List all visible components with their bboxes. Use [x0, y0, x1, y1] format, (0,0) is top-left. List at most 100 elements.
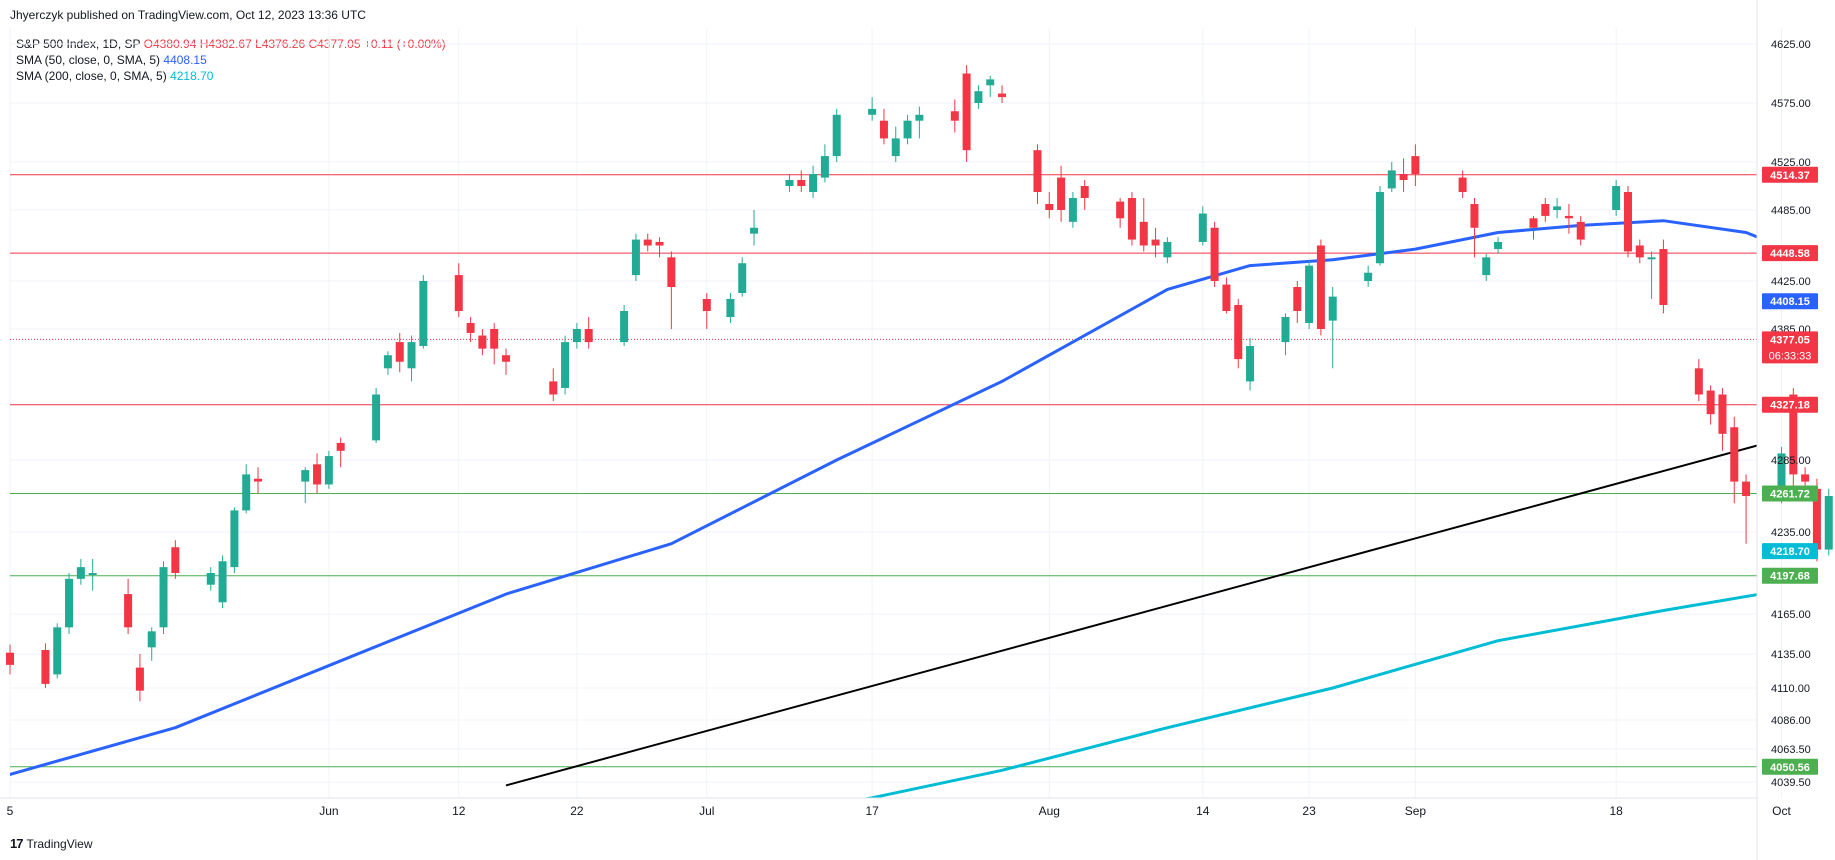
candle[interactable] [797, 170, 806, 192]
candle[interactable] [868, 97, 877, 121]
candle[interactable] [998, 85, 1007, 103]
candle[interactable] [76, 558, 85, 585]
trend-line[interactable] [505, 327, 1835, 787]
candle[interactable] [336, 437, 345, 468]
candle[interactable] [159, 561, 168, 634]
sma50-line[interactable] [10, 219, 1835, 776]
candle[interactable] [1080, 180, 1089, 210]
candle[interactable] [490, 323, 499, 365]
candle[interactable] [124, 578, 133, 634]
sma200-line[interactable] [707, 551, 1835, 825]
candle[interactable] [561, 335, 570, 395]
candle[interactable] [702, 293, 711, 329]
candle[interactable] [655, 237, 664, 258]
candle[interactable] [1246, 338, 1255, 391]
candle[interactable] [1623, 186, 1632, 258]
candle[interactable] [1328, 287, 1337, 369]
candle[interactable] [750, 210, 759, 246]
candle[interactable] [1198, 206, 1207, 246]
candle[interactable] [65, 573, 74, 634]
candle[interactable] [6, 644, 14, 675]
candle[interactable] [502, 348, 511, 375]
candle[interactable] [1718, 387, 1727, 451]
candle[interactable] [1541, 198, 1550, 222]
candle[interactable] [584, 317, 593, 349]
candle[interactable] [53, 623, 62, 679]
candle[interactable] [1163, 237, 1172, 264]
candle[interactable] [242, 464, 251, 514]
candle[interactable] [1234, 299, 1243, 369]
candle[interactable] [891, 126, 900, 162]
candle[interactable] [301, 467, 310, 504]
candle[interactable] [1045, 192, 1054, 219]
tradingview-logo[interactable]: 17 TradingView [10, 836, 93, 851]
candle[interactable] [1576, 215, 1585, 246]
candle[interactable] [1210, 221, 1219, 287]
candle[interactable] [1151, 227, 1160, 258]
candle[interactable] [206, 567, 215, 591]
candle[interactable] [726, 293, 735, 323]
candle[interactable] [41, 643, 50, 688]
candle[interactable] [1553, 198, 1562, 219]
candle[interactable] [667, 251, 676, 329]
candle[interactable] [549, 368, 558, 402]
candle[interactable] [171, 540, 180, 579]
candle[interactable] [1494, 237, 1503, 254]
candle[interactable] [466, 317, 475, 343]
candle[interactable] [1824, 488, 1833, 556]
candle[interactable] [1116, 198, 1125, 228]
candle[interactable] [1305, 260, 1314, 329]
candle[interactable] [1694, 359, 1703, 402]
candle[interactable] [254, 467, 263, 494]
candle[interactable] [879, 108, 888, 145]
candle[interactable] [1375, 186, 1384, 266]
sma50-label[interactable]: SMA (50, close, 0, SMA, 5) [16, 53, 161, 67]
candle[interactable] [1139, 198, 1148, 252]
candle[interactable] [1068, 192, 1077, 228]
candle[interactable] [903, 114, 912, 145]
candle[interactable] [832, 108, 841, 162]
candle[interactable] [738, 257, 747, 297]
candle[interactable] [1411, 144, 1420, 186]
candle[interactable] [88, 558, 97, 591]
candle[interactable] [1316, 239, 1325, 336]
candle[interactable] [950, 99, 959, 133]
candle[interactable] [809, 165, 818, 198]
candle[interactable] [1399, 158, 1408, 192]
candle[interactable] [1706, 385, 1715, 425]
candle[interactable] [1612, 180, 1621, 216]
candle[interactable] [1564, 204, 1573, 234]
candle[interactable] [407, 335, 416, 382]
candle[interactable] [1222, 277, 1231, 314]
candle[interactable] [1458, 170, 1467, 198]
candle[interactable] [1635, 239, 1644, 264]
candle[interactable] [1529, 215, 1538, 240]
candle[interactable] [1482, 253, 1491, 281]
candle[interactable] [1057, 165, 1066, 222]
candle[interactable] [1033, 144, 1042, 204]
candle[interactable] [986, 75, 995, 98]
candle[interactable] [1293, 281, 1302, 323]
candle[interactable] [631, 233, 640, 281]
candle[interactable] [785, 174, 794, 192]
candle[interactable] [1647, 251, 1656, 299]
candle[interactable] [1127, 192, 1136, 246]
candle[interactable] [313, 453, 322, 494]
candle[interactable] [324, 450, 333, 489]
candle[interactable] [572, 323, 581, 349]
candle[interactable] [454, 263, 463, 317]
candle[interactable] [478, 329, 487, 356]
candle[interactable] [1364, 265, 1373, 287]
candle[interactable] [372, 387, 381, 443]
candle[interactable] [1801, 467, 1810, 489]
candle[interactable] [230, 507, 239, 573]
candle[interactable] [218, 555, 227, 609]
candle[interactable] [147, 627, 156, 661]
candle[interactable] [620, 305, 629, 347]
candle[interactable] [1281, 313, 1290, 356]
candle[interactable] [135, 654, 144, 702]
candle[interactable] [1387, 162, 1396, 192]
candle[interactable] [643, 233, 652, 252]
candle[interactable] [915, 106, 924, 139]
